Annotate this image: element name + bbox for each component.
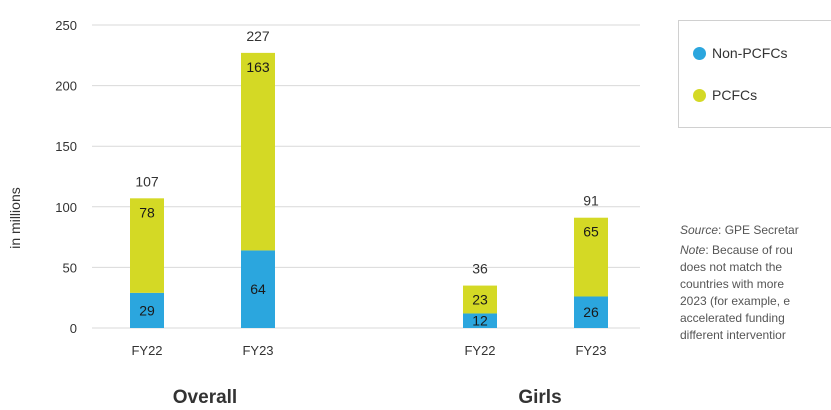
x-tick-label-overall-fy22: FY22 [131,343,162,358]
total-label-girls-fy22: 36 [472,261,488,277]
y-tick-label-200: 200 [55,79,77,94]
x-axis-ticks: FY22 FY23 FY22 FY23 [131,343,606,358]
note-line-5: accelerated funding [680,311,785,325]
legend-label-pcfcs: PCFCs [712,87,758,103]
value-label-non-pcfcs-overall-fy22: 29 [139,302,155,318]
total-label-overall-fy23: 227 [246,28,270,44]
note-line-4: 2023 (for example, e [680,294,791,308]
value-label-pcfcs-overall-fy22: 78 [139,204,155,220]
bar-pcfcs-overall-fy23 [241,52,275,251]
source-text: : GPE Secretar [718,223,799,237]
note-text-1: : Because of rou [705,243,793,257]
y-axis-label: in millions [7,187,23,248]
source-line: Source: GPE Secretar [680,222,831,239]
legend-item-pcfcs: PCFCs [693,87,757,103]
total-label-overall-fy22: 107 [135,173,159,189]
y-tick-label-150: 150 [55,139,77,154]
bar-non-pcfcs-girls-fy23 [574,296,608,328]
x-tick-label-overall-fy23: FY23 [242,343,273,358]
y-tick-label-0: 0 [70,321,77,336]
bar-pcfcs-girls-fy22 [463,285,497,314]
data-labels: 29 78 107 64 163 227 12 23 36 26 65 91 [135,28,599,329]
gridlines [92,24,640,329]
y-axis-ticks: 0 50 100 150 200 250 [55,18,77,336]
note-label: Note [680,243,706,257]
bar-non-pcfcs-overall-fy22 [130,292,164,328]
bars [130,52,608,328]
bar-non-pcfcs-girls-fy22 [463,313,497,328]
y-tick-label-250: 250 [55,18,77,33]
y-tick-label-100: 100 [55,200,77,215]
note-line-6: different interventior [680,328,786,342]
source-label: Source [680,223,719,237]
value-label-non-pcfcs-girls-fy22: 12 [472,313,488,329]
legend: Non-PCFCs PCFCs [678,20,831,128]
x-tick-label-girls-fy23: FY23 [575,343,606,358]
value-label-pcfcs-girls-fy22: 23 [472,292,488,308]
bar-pcfcs-overall-fy22 [130,198,164,293]
legend-swatch-pcfcs [693,88,706,102]
bar-non-pcfcs-overall-fy23 [241,250,275,328]
x-tick-label-girls-fy22: FY22 [464,343,495,358]
bar-pcfcs-girls-fy23 [574,217,608,297]
source-notes: Source: GPE Secretar Note: Because of ro… [680,222,831,344]
note-line-2: does not match the [680,260,783,274]
total-label-girls-fy23: 91 [583,193,599,209]
value-label-non-pcfcs-girls-fy23: 26 [583,304,599,320]
value-label-pcfcs-girls-fy23: 65 [583,224,599,240]
group-label-girls: Girls [518,387,561,408]
group-labels: Overall Girls [173,387,562,408]
value-label-non-pcfcs-overall-fy23: 64 [250,281,266,297]
legend-swatch-non-pcfcs [693,46,706,60]
legend-item-non-pcfcs: Non-PCFCs [693,45,787,61]
legend-label-non-pcfcs: Non-PCFCs [712,45,788,61]
note-line-1: Note: Because of rou [680,242,831,259]
group-label-overall: Overall [173,387,237,408]
value-label-pcfcs-overall-fy23: 163 [246,59,270,75]
note-line-3: countries with more [680,277,785,291]
y-tick-label-50: 50 [63,260,77,275]
